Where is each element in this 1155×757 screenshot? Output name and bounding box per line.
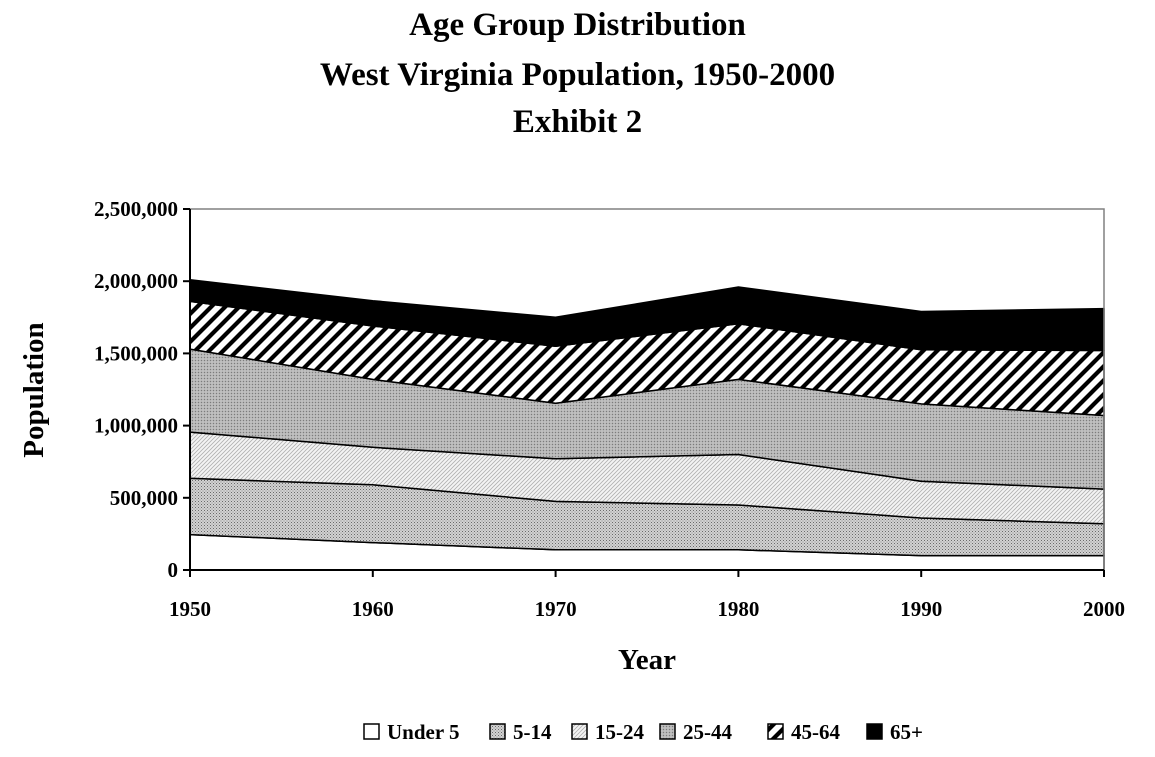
- y-tick-label: 2,000,000: [94, 269, 178, 293]
- legend-label: 45-64: [791, 720, 840, 744]
- x-tick-label: 2000: [1083, 597, 1125, 621]
- x-axis-title: Year: [618, 644, 676, 676]
- legend-item: 25-44: [659, 720, 732, 744]
- legend-item: Under 5: [363, 720, 460, 744]
- legend-swatch: [571, 723, 588, 740]
- legend-swatch: [489, 723, 506, 740]
- x-tick-label: 1980: [717, 597, 759, 621]
- x-tick-label: 1970: [535, 597, 577, 621]
- chart-subtitle-line-1: West Virginia Population, 1950-2000: [319, 57, 836, 93]
- y-tick-label: 1,000,000: [94, 414, 178, 438]
- legend-label: Under 5: [387, 720, 460, 744]
- y-tick-label: 1,500,000: [94, 341, 178, 365]
- y-tick-label: 2,500,000: [94, 197, 178, 221]
- legend-item: 65+: [866, 720, 923, 744]
- legend-swatch: [363, 723, 380, 740]
- legend-item: 45-64: [767, 720, 840, 744]
- legend-label: 65+: [890, 720, 923, 744]
- legend-item: 15-24: [571, 720, 644, 744]
- legend-swatch: [866, 723, 883, 740]
- legend-item: 5-14: [489, 720, 552, 744]
- x-tick-label: 1950: [169, 597, 211, 621]
- legend-swatch: [767, 723, 784, 740]
- legend: Under 5 5-14 15-24 25-44 45-64 65+: [363, 720, 923, 744]
- legend-label: 25-44: [683, 720, 732, 744]
- chart-title: Age Group Distribution: [409, 7, 746, 43]
- y-axis-title: Population: [18, 322, 50, 457]
- legend-label: 15-24: [595, 720, 644, 744]
- legend-label: 5-14: [513, 720, 552, 744]
- y-tick-label: 0: [168, 558, 179, 582]
- x-tick-label: 1990: [900, 597, 942, 621]
- legend-swatch: [659, 723, 676, 740]
- x-tick-label: 1960: [352, 597, 394, 621]
- chart-subtitle-line-2: Exhibit 2: [512, 104, 643, 140]
- y-tick-label: 500,000: [110, 486, 178, 510]
